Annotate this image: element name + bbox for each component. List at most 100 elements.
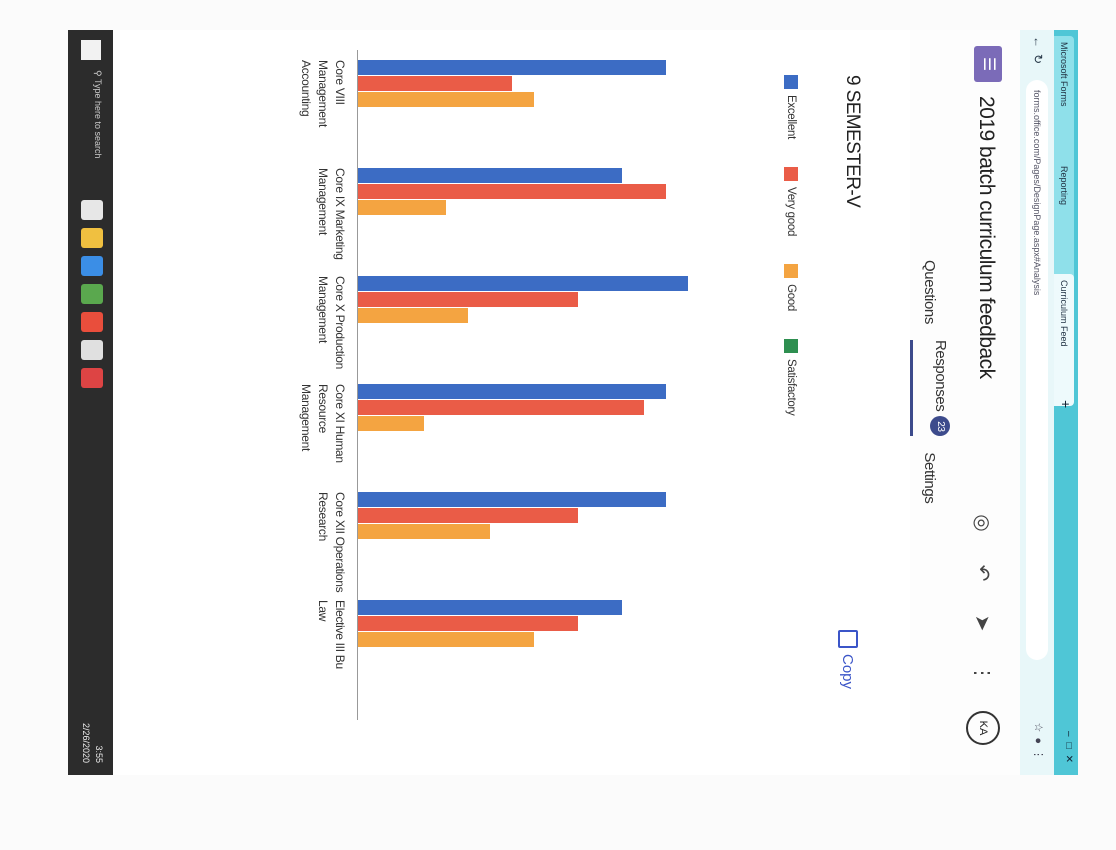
category-tick-label: Core IX MarketingManagement [316,168,347,260]
category-tick-label: Core XII OperationsResearch [316,492,347,593]
forms-logo-icon: ☰ [974,46,1002,82]
taskbar-search-placeholder: Type here to search [93,78,103,159]
mail-icon[interactable] [81,340,103,360]
tab-questions[interactable]: Questions [921,260,939,324]
legend-swatch [784,75,798,89]
legend-label: Very good [785,186,797,237]
nav-buttons: ←↻ [1031,36,1045,70]
bar-very-good [358,508,578,523]
bar-very-good [358,76,512,91]
category-label-line: Core VIII [333,60,347,105]
category-label-line: Elective III Bu [333,600,347,669]
bar-very-good [358,292,578,307]
question-summary-card: 9 SEMESTER-V Copy Excellent Very good Good… [243,30,903,775]
legend-item: Very good [784,166,798,237]
store-icon[interactable] [81,284,103,304]
address-bar-icons: ☆●⋮ [1032,722,1045,765]
legend-item: Satisfactory [784,339,798,415]
header-actions: ◎ ↶ ➤ ⋮ KA [966,511,1000,745]
active-tab-indicator [910,339,913,437]
tab-responses[interactable]: Responses 23 [910,339,950,437]
maximize-icon[interactable]: □ [1063,742,1074,755]
profile-icon[interactable]: ● [1032,737,1044,749]
category-label-line: Law [316,600,330,622]
url-input[interactable]: forms.office.com/Pages/DesignPage.aspx#A… [1026,80,1048,660]
legend-label: Excellent [785,95,797,139]
legend-item: Excellent [784,75,798,139]
task-view-icon[interactable] [81,200,103,220]
category-tick-label: Core VIIIManagementAccounting [299,60,347,128]
copy-button-label: Copy [839,654,857,690]
tray-date: 2/26/2020 [81,722,91,763]
more-options-icon[interactable]: ⋮ [971,663,994,683]
form-header: ☰ 2019 batch curriculum feedback ◎ ↶ ➤ ⋮… [910,30,1020,775]
chrome-icon[interactable] [81,312,103,332]
category-label-line: Research [316,492,330,541]
edge-icon[interactable] [81,256,103,276]
copy-button[interactable]: Copy [838,630,858,689]
category-tick-label: Core XI HumanResourceManagement [299,384,347,463]
star-icon[interactable]: ☆ [1032,722,1044,738]
browser-chrome: Microsoft Forms Reporting Curriculum Fee… [1020,30,1078,775]
browser-tab[interactable]: Microsoft Forms [1054,36,1074,168]
menu-icon[interactable]: ⋮ [1032,749,1044,765]
app-icon[interactable] [81,368,103,388]
copy-icon [838,630,858,648]
bar-good [358,308,468,323]
responses-count-badge: 23 [930,416,950,437]
browser-tab[interactable]: Reporting [1054,160,1074,282]
address-bar-row: ←↻ forms.office.com/Pages/DesignPage.asp… [1020,30,1054,775]
bar-very-good [358,184,666,199]
back-icon[interactable]: ← [1031,36,1045,54]
undo-icon[interactable]: ↶ [971,564,994,582]
taskbar-search-input[interactable]: ⚲ Type here to search [93,70,103,159]
bar-excellent [358,384,666,399]
windows-start-icon[interactable] [81,40,101,60]
bar-excellent [358,600,622,615]
legend-swatch [784,166,798,181]
avatar[interactable]: KA [966,711,1000,745]
system-tray: 3:55 2/26/2020 [79,723,105,763]
bar-good [358,200,446,215]
category-label-line: Core IX Marketing [333,168,347,260]
bar-very-good [358,616,578,631]
bar-good [358,416,424,431]
category-label-line: Core X Production [333,276,347,369]
category-label-line: Management [316,60,330,128]
category-label-line: Core XII Operations [333,492,347,593]
window-controls[interactable]: –□✕ [1063,731,1074,769]
legend-swatch [784,264,798,279]
question-title: 9 SEMESTER-V [842,75,863,208]
form-tabs: Questions Responses 23 Settings [910,260,950,503]
category-label-line: Accounting [299,60,313,116]
bar-excellent [358,60,666,75]
bar-very-good [358,400,644,415]
reload-icon[interactable]: ↻ [1031,54,1045,71]
tab-strip: Microsoft Forms Reporting Curriculum Fee… [1054,30,1078,775]
tray-time: 3:55 [94,745,104,763]
legend-swatch [784,339,798,353]
browser-window: Microsoft Forms Reporting Curriculum Fee… [68,30,1078,775]
legend-label: Good [785,284,797,311]
tab-responses-label: Responses [932,339,950,412]
category-label-line: Resource [316,384,330,434]
category-label-line: Core XI Human [333,384,347,463]
new-tab-button[interactable]: + [1058,400,1074,409]
category-label-line: Management [316,168,330,236]
windows-taskbar: ⚲ Type here to search 3:55 2/26/2020 [68,30,113,775]
form-title: 2019 batch curriculum feedback [975,96,998,379]
category-label-line: Management [299,384,313,452]
file-explorer-icon[interactable] [81,228,103,248]
send-icon[interactable]: ➤ [971,614,994,632]
palette-icon[interactable]: ◎ [971,514,994,532]
minimize-icon[interactable]: – [1063,731,1074,743]
close-icon[interactable]: ✕ [1063,754,1074,769]
tab-settings[interactable]: Settings [921,452,939,504]
bar-excellent [358,168,622,183]
legend-label: Satisfactory [785,359,797,416]
chart-legend: Excellent Very good Good Satisfactory [784,75,798,415]
browser-tab-active[interactable]: Curriculum Feed [1054,274,1074,406]
bar-good [358,92,534,107]
